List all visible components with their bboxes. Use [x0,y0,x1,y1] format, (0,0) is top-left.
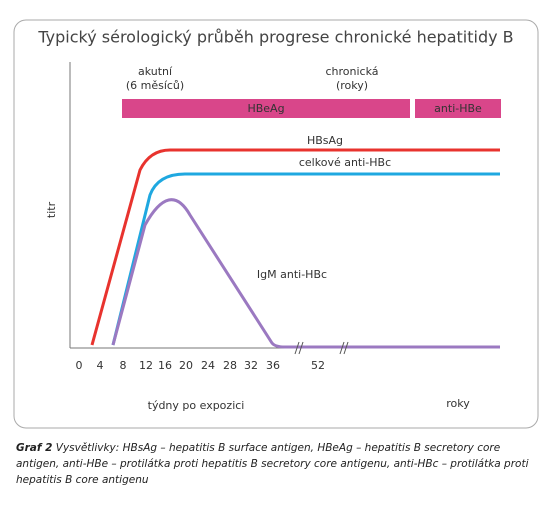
title: Typický sérologický průběh progrese chro… [37,28,513,47]
x-axis-label: týdny po expozici [148,399,245,412]
x-tick-label: 52 [311,359,325,372]
y-axis-label: titr [45,201,58,218]
bar-label: anti-HBe [434,102,482,115]
phase-label: chronická [325,65,378,78]
anti-hbc-curve [111,172,500,346]
frame [13,19,539,429]
x-tick-label: 24 [201,359,215,372]
x-ticks: 0 4 8 12 16 20 24 28 32 36 52 [76,359,326,372]
hbeag-bar [122,99,410,118]
curve-label: celkové anti-HBc [299,156,391,169]
curve-label: HBsAg [307,134,343,147]
x-tick-label: 36 [266,359,280,372]
diagram: Typický sérologický průběh progrese chro… [13,19,539,429]
phase-sublabel: (6 měsíců) [126,79,184,92]
igm-curve [111,198,500,349]
curve-label: IgM anti-HBc [257,268,327,281]
x-tick-label: 28 [223,359,237,372]
x-tick-label: 32 [244,359,258,372]
caption-text: Vysvětlivky: HBsAg – hepatitis B surface… [16,442,529,486]
x-tick-label: 12 [139,359,153,372]
phase-sublabel: (roky) [336,79,368,92]
phase-label: akutní [138,65,173,78]
anti-hbe-bar [415,99,501,118]
x-tick-label: 8 [120,359,127,372]
x-axis-label-right: roky [446,397,470,410]
x-tick-label: 16 [158,359,172,372]
caption-label: Graf 2 [16,442,53,454]
x-tick-label: 4 [97,359,104,372]
x-tick-label: 0 [76,359,83,372]
x-tick-label: 20 [179,359,193,372]
bar-label: HBeAg [247,102,284,115]
hbsag-curve [90,148,500,346]
caption: Graf 2 Vysvětlivky: HBsAg – hepatitis B … [16,440,541,488]
axis-break [294,341,349,355]
